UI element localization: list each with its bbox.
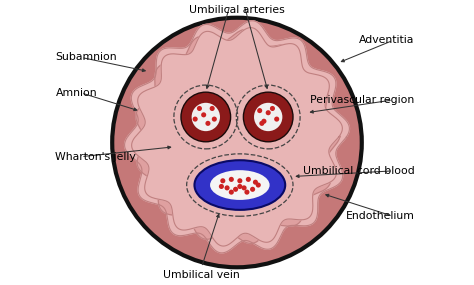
Text: Umbilical vein: Umbilical vein [163,270,240,280]
Circle shape [237,178,242,183]
Text: Endothelium: Endothelium [346,211,414,221]
Text: Amnion: Amnion [55,88,97,98]
Circle shape [225,185,229,190]
Polygon shape [132,28,342,246]
Text: Umbilical arteries: Umbilical arteries [189,5,285,15]
Circle shape [229,190,234,195]
Circle shape [192,117,198,122]
Circle shape [210,106,215,111]
Polygon shape [136,30,340,243]
Circle shape [254,103,283,131]
Circle shape [257,108,262,113]
Circle shape [246,177,251,182]
Circle shape [255,182,261,188]
Circle shape [205,121,210,126]
Circle shape [261,119,266,124]
Circle shape [219,184,224,189]
Circle shape [243,92,293,142]
Circle shape [250,187,255,192]
Polygon shape [125,21,349,253]
Ellipse shape [210,170,270,200]
Circle shape [220,178,225,183]
Circle shape [270,106,275,111]
Circle shape [212,117,217,122]
Text: Umbilical cord blood: Umbilical cord blood [302,166,414,176]
Circle shape [191,103,220,131]
Text: Subamnion: Subamnion [55,52,117,62]
Circle shape [259,121,264,126]
Ellipse shape [151,48,323,226]
Text: Adventitia: Adventitia [359,35,414,45]
Circle shape [201,112,206,117]
Text: Perivascular region: Perivascular region [310,95,414,105]
Circle shape [237,184,242,189]
Circle shape [233,187,238,192]
Ellipse shape [194,160,285,210]
Circle shape [229,177,234,182]
Circle shape [253,180,258,185]
Circle shape [112,18,362,267]
Circle shape [197,106,202,111]
Circle shape [274,117,279,122]
Circle shape [242,185,246,190]
Circle shape [245,190,249,195]
Circle shape [265,110,271,115]
Text: Wharton's jelly: Wharton's jelly [55,152,136,162]
Circle shape [181,92,231,142]
